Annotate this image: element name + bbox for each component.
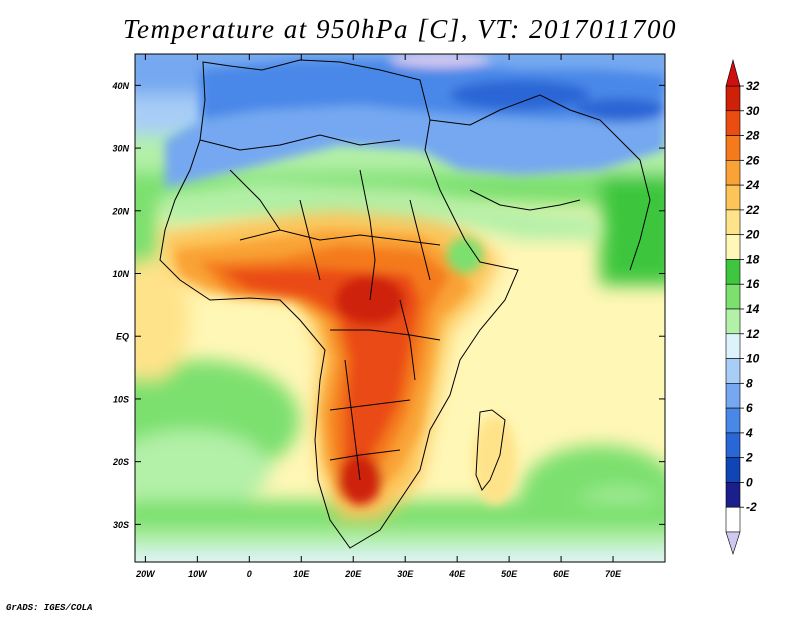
colorbar-segment — [725, 308, 741, 335]
lon-label: 20W — [135, 569, 156, 579]
lat-label: 10S — [113, 394, 129, 404]
lon-label: 0 — [247, 569, 252, 579]
lon-label: 10W — [188, 569, 208, 579]
colorbar-segment — [725, 209, 741, 235]
lon-label: 10E — [293, 569, 310, 579]
colorbar-segment — [725, 135, 741, 161]
colorbar-label: 10 — [746, 352, 760, 366]
lat-label: 20S — [112, 457, 129, 467]
colorbar-label: 2 — [745, 451, 753, 465]
lon-label: 40E — [448, 569, 466, 579]
colorbar-segment — [725, 482, 741, 508]
lat-label: 10N — [112, 269, 129, 279]
latitude-axis: 40N 30N 20N 10N EQ 10S 20S 30S — [111, 81, 665, 530]
colorbar-segment — [725, 160, 741, 186]
colorbar-segment — [725, 506, 741, 533]
lon-label: 20E — [344, 569, 362, 579]
credit-label: GrADS: IGES/COLA — [6, 603, 93, 613]
colorbar-min-arrow — [725, 531, 741, 555]
colorbar-label: 14 — [746, 302, 760, 316]
temperature-field — [135, 54, 665, 562]
lat-label: EQ — [116, 332, 129, 342]
longitude-axis: 20W 10W 0 10E 20E 30E 40E 50E 60E 70E — [135, 54, 622, 579]
colorbar-label: 12 — [746, 327, 760, 341]
colorbar-label: 28 — [745, 129, 760, 143]
colorbar-segment — [725, 457, 741, 483]
colorbar-segment — [725, 85, 741, 112]
colorbar-label: 22 — [745, 203, 760, 217]
lon-label: 50E — [501, 569, 518, 579]
colorbar-label: 30 — [746, 104, 760, 118]
colorbar-segment — [725, 259, 741, 285]
colorbar-label: 0 — [746, 475, 753, 489]
lon-label: 70E — [605, 569, 622, 579]
colorbar-label: 8 — [746, 376, 753, 390]
coastlines — [159, 59, 651, 549]
colorbar-max-arrow — [725, 58, 741, 87]
colorbar-label: 4 — [745, 426, 753, 440]
colorbar-label: 18 — [746, 252, 760, 266]
chart-title: Temperature at 950hPa [C], VT: 201701170… — [122, 14, 678, 44]
colorbar-segment — [725, 184, 741, 211]
lat-label: 40N — [111, 81, 129, 91]
colorbar-label: 26 — [745, 153, 760, 167]
colorbar-segment — [725, 407, 741, 434]
colorbar-label: 16 — [746, 277, 760, 291]
colorbar-segment — [725, 110, 741, 136]
lat-label: 30S — [113, 520, 129, 530]
colorbar-segment — [725, 234, 741, 260]
map-frame — [134, 53, 666, 563]
colorbar-segment — [725, 358, 741, 384]
lon-label: 30E — [397, 569, 414, 579]
lon-label: 60E — [553, 569, 570, 579]
colorbar-segment — [725, 283, 741, 310]
lat-label: 20N — [111, 206, 129, 216]
colorbar-segment — [725, 383, 741, 409]
colorbar-label: 32 — [746, 79, 760, 93]
colorbar-label: 6 — [746, 401, 753, 415]
lat-label: 30N — [112, 144, 129, 154]
colorbar-label: -2 — [746, 500, 757, 514]
colorbar-segment — [725, 333, 741, 359]
colorbar-label: 24 — [745, 178, 760, 192]
colorbar-label: 20 — [745, 228, 760, 242]
colorbar-segment — [725, 432, 741, 458]
